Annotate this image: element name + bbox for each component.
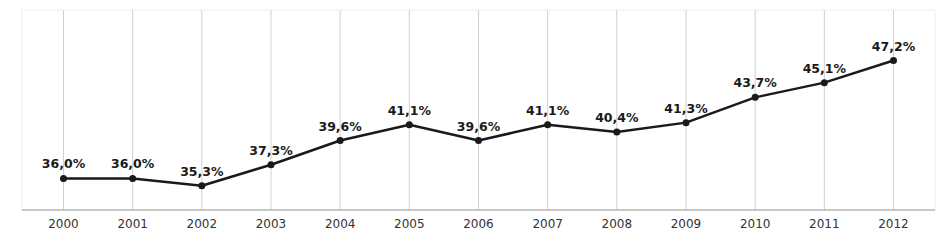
data-label: 45,1% — [803, 61, 847, 76]
x-tick-label: 2001 — [117, 217, 148, 231]
grid-line — [201, 10, 202, 210]
point — [337, 137, 344, 144]
x-tick-label: 2002 — [187, 217, 218, 231]
x-tick-label: 2012 — [878, 217, 909, 231]
x-axis-line — [22, 210, 935, 211]
x-ticks: 2000 2001 2002 2003 2004 2005 2006 2007 2008 2009… — [48, 217, 909, 231]
grid — [64, 10, 894, 210]
series — [60, 57, 897, 189]
point — [544, 121, 551, 128]
data-label: 47,2% — [872, 39, 916, 54]
chart: 2000 2001 2002 2003 2004 2005 2006 2007 2008 2009… — [0, 0, 951, 240]
point — [821, 79, 828, 86]
x-tick-label: 2009 — [671, 217, 702, 231]
data-label: 36,0% — [111, 156, 155, 171]
grid-line — [824, 10, 825, 210]
point — [475, 137, 482, 144]
data-label: 39,6% — [318, 119, 362, 134]
point — [60, 175, 67, 182]
data-label: 40,4% — [595, 110, 639, 125]
data-label: 41,1% — [388, 103, 432, 118]
data-label: 37,3% — [249, 143, 293, 158]
point — [752, 94, 759, 101]
x-tick-label: 2003 — [256, 217, 287, 231]
point — [683, 119, 690, 126]
data-label: 41,1% — [526, 103, 570, 118]
grid-line — [478, 10, 479, 210]
grid-line — [271, 10, 272, 210]
point — [129, 175, 136, 182]
x-tick-label: 2004 — [325, 217, 356, 231]
x-tick-label: 2010 — [740, 217, 771, 231]
grid-line — [340, 10, 341, 210]
x-tick-label: 2005 — [394, 217, 425, 231]
point — [198, 182, 205, 189]
data-label: 35,3% — [180, 164, 224, 179]
data-label: 39,6% — [457, 119, 501, 134]
grid-line — [755, 10, 756, 210]
point — [613, 129, 620, 136]
x-tick-label: 2011 — [809, 217, 840, 231]
x-tick-label: 2008 — [602, 217, 633, 231]
point — [268, 161, 275, 168]
line — [64, 61, 894, 186]
plot-frame — [22, 10, 935, 210]
x-tick-label: 2006 — [463, 217, 494, 231]
data-label: 41,3% — [664, 101, 708, 116]
data-label: 43,7% — [733, 75, 777, 90]
chart-container: 2000 2001 2002 2003 2004 2005 2006 2007 2008 2009… — [0, 0, 951, 240]
x-tick-label: 2007 — [532, 217, 563, 231]
point — [890, 57, 897, 64]
data-label: 36,0% — [42, 156, 86, 171]
point — [406, 121, 413, 128]
x-tick-label: 2000 — [48, 217, 79, 231]
data-labels: 36,0% 36,0% 35,3% 37,3% 39,6% 41,1% 39,6% 41,1%… — [42, 39, 916, 179]
